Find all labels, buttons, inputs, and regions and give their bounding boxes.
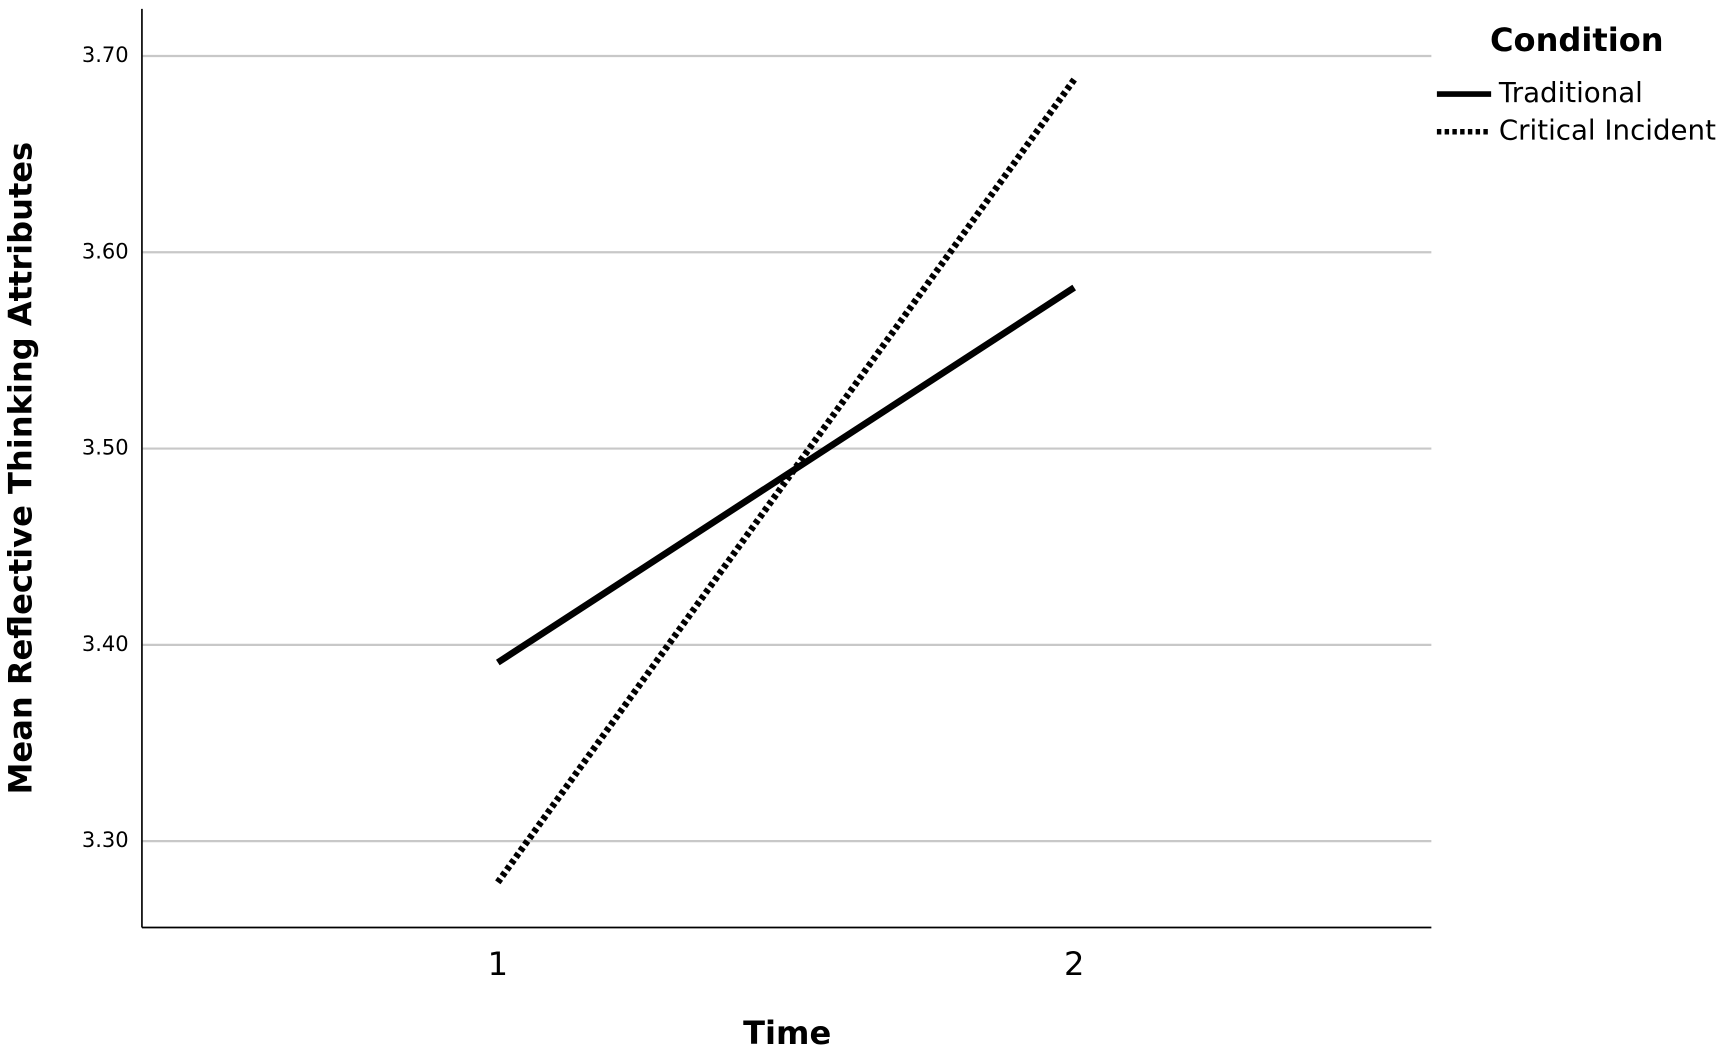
- y-tick-label: 3.70: [82, 42, 129, 67]
- series-line: [496, 284, 1077, 666]
- y-axis-title: Mean Reflective Thinking Attributes: [1, 142, 39, 795]
- y-tick-label: 3.50: [82, 435, 129, 460]
- legend-title: Condition: [1490, 21, 1664, 59]
- y-tick-label: 3.30: [82, 827, 129, 852]
- x-tick-label: 2: [1064, 945, 1084, 983]
- legend-label: Traditional: [1498, 76, 1643, 109]
- x-axis-title: Time: [743, 1014, 831, 1052]
- legend-label: Critical Incident: [1499, 114, 1716, 147]
- y-tick-label: 3.40: [82, 631, 129, 656]
- x-tick-label: 1: [488, 945, 508, 983]
- series-line: [495, 77, 1077, 885]
- y-tick-label: 3.60: [82, 238, 129, 263]
